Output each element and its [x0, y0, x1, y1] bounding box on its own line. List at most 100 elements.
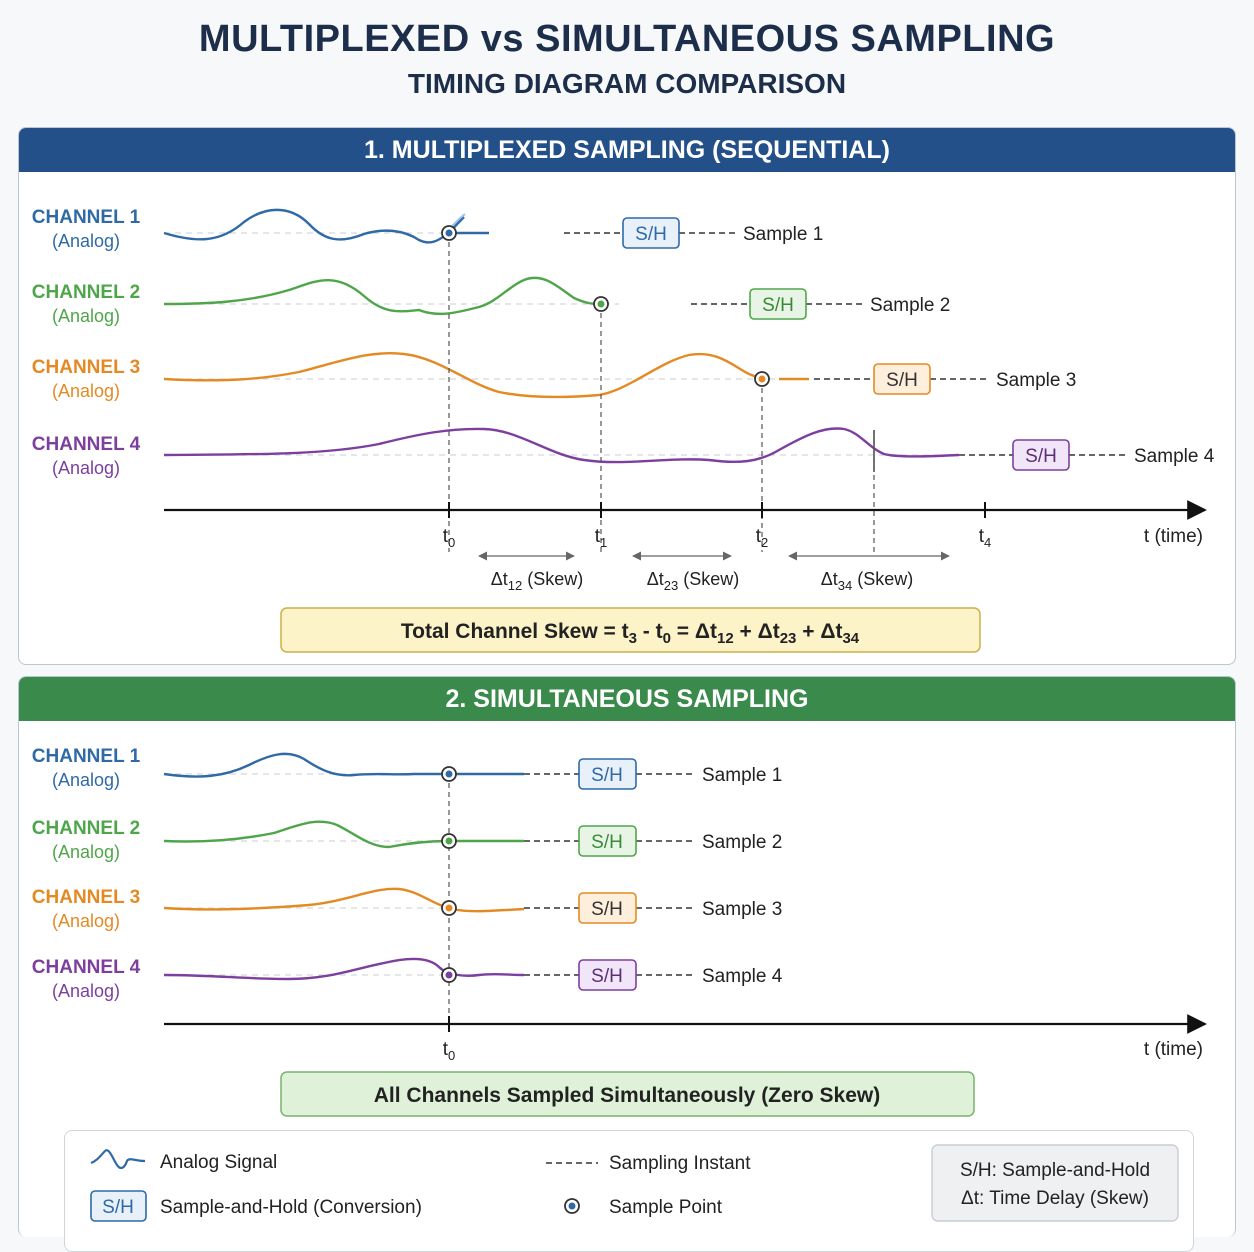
p1-channel-2-label: CHANNEL 2 (Analog): [32, 282, 140, 326]
legend-graphics: Analog Signal S/H Sample-and-Hold (Conve…: [90, 1144, 1179, 1222]
p1-sample-point-3: [754, 371, 770, 387]
p1-tick-t1: t1: [595, 526, 608, 550]
multiplexed-diagram: CHANNEL 1 (Analog) CHANNEL 2 (Analog) CH…: [32, 207, 1215, 653]
p1-sample-4-label: Sample 4: [1134, 446, 1215, 467]
p2-sample-3-label: Sample 3: [702, 899, 782, 920]
svg-text:S/H: S/H: [635, 224, 667, 245]
p2-sample-point-4: [441, 967, 457, 983]
svg-text:(Analog): (Analog): [52, 458, 120, 478]
p2-sample-2-label: Sample 2: [702, 832, 782, 853]
p2-sh-box-4: S/H: [578, 959, 637, 991]
svg-text:S/H: S/H: [591, 832, 623, 853]
legend-sample-point: Sample Point: [609, 1197, 723, 1218]
legend-note-box: [931, 1144, 1179, 1222]
p2-sample-point-1: [441, 766, 457, 782]
p2-channel-2-waveform: [163, 820, 524, 849]
p2-sh-box-3: S/H: [578, 892, 637, 924]
p2-channel-1-label: CHANNEL 1 (Analog): [32, 746, 141, 790]
svg-text:CHANNEL 3: CHANNEL 3: [32, 357, 140, 378]
p2-channel-3-label: CHANNEL 3 (Analog): [32, 887, 140, 931]
p1-tick-t2: t2: [756, 526, 769, 550]
svg-text:CHANNEL 4: CHANNEL 4: [32, 434, 141, 455]
analog-signal-icon: [90, 1149, 146, 1170]
p1-tick-t0: t0: [443, 526, 456, 550]
svg-text:S/H: S/H: [591, 899, 623, 920]
svg-text:(Analog): (Analog): [52, 770, 120, 790]
legend-sampling-instant: Sampling Instant: [609, 1153, 751, 1174]
simultaneous-panel-header: 2. SIMULTANEOUS SAMPLING: [19, 677, 1235, 721]
p1-baselines: [164, 232, 959, 456]
svg-text:S/H: S/H: [591, 765, 623, 786]
p1-skew-23: Δt23 (Skew): [647, 569, 740, 593]
p2-sample-point-3: [441, 900, 457, 916]
svg-text:(Analog): (Analog): [52, 231, 120, 251]
svg-text:(Analog): (Analog): [52, 981, 120, 1001]
svg-text:S/H: S/H: [762, 295, 794, 316]
svg-text:CHANNEL 4: CHANNEL 4: [32, 957, 141, 978]
legend-note-line2: Δt: Time Delay (Skew): [961, 1188, 1149, 1209]
p1-sample-1-label: Sample 1: [743, 224, 823, 245]
p1-sample-point-1: [441, 225, 457, 241]
p1-channel-4-label: CHANNEL 4 (Analog): [32, 434, 141, 478]
legend-sh-desc: Sample-and-Hold (Conversion): [160, 1197, 422, 1218]
p2-channel-4-waveform: [163, 957, 525, 981]
p1-axis-ticks: [448, 502, 986, 518]
p2-channel-1-waveform: [163, 752, 524, 778]
p2-sample-point-2: [441, 833, 457, 849]
p2-channel-4-label: CHANNEL 4 (Analog): [32, 957, 141, 1001]
p1-channel-3-waveform: [163, 352, 809, 399]
simultaneous-diagram: CHANNEL 1 (Analog) CHANNEL 2 (Analog) CH…: [32, 746, 1207, 1117]
svg-text:CHANNEL 3: CHANNEL 3: [32, 887, 140, 908]
p1-channel-1-label: CHANNEL 1 (Analog): [32, 207, 141, 251]
p1-sh-box-3: S/H: [873, 363, 931, 395]
p2-channel-3-waveform: [163, 887, 525, 913]
p2-banner-box: [280, 1071, 975, 1117]
multiplexed-panel-header: 1. MULTIPLEXED SAMPLING (SEQUENTIAL): [19, 128, 1235, 172]
legend-sh-box: [90, 1190, 147, 1222]
p2-sh-connectors: [524, 773, 695, 976]
p1-axis-label: t (time): [1144, 526, 1203, 547]
p2-sh-box-2: S/H: [578, 825, 637, 857]
p1-sh-box-1: S/H: [622, 217, 680, 249]
p2-baselines: [164, 773, 449, 976]
multiplexed-panel: 1. MULTIPLEXED SAMPLING (SEQUENTIAL) CHA…: [18, 127, 1236, 665]
svg-text:(Analog): (Analog): [52, 842, 120, 862]
p2-sample-1-label: Sample 1: [702, 765, 782, 786]
p1-channel-1-waveform: [163, 208, 489, 244]
legend-sh-box-label: S/H: [102, 1197, 134, 1218]
p2-channel-2-label: CHANNEL 2 (Analog): [32, 818, 140, 862]
sample-point-icon: [564, 1198, 580, 1214]
svg-text:(Analog): (Analog): [52, 911, 120, 931]
p2-sh-box-1: S/H: [578, 758, 637, 790]
p1-sampling-lines: [448, 233, 875, 552]
svg-text:CHANNEL 2: CHANNEL 2: [32, 818, 140, 839]
p2-tick-t0: t0: [443, 1039, 456, 1063]
svg-text:S/H: S/H: [886, 370, 918, 391]
legend-analog-signal: Analog Signal: [160, 1152, 277, 1173]
legend: Analog Signal S/H Sample-and-Hold (Conve…: [64, 1130, 1194, 1252]
p2-banner-text: All Channels Sampled Simultaneously (Zer…: [374, 1084, 880, 1107]
p1-sh-connectors: [564, 232, 1127, 456]
svg-text:CHANNEL 2: CHANNEL 2: [32, 282, 140, 303]
p1-sh-box-4: S/H: [1012, 439, 1070, 471]
p1-tick-t4: t4: [979, 526, 992, 550]
p1-sample-3-label: Sample 3: [996, 370, 1076, 391]
p1-channel-4-waveform: [163, 427, 960, 464]
svg-text:S/H: S/H: [591, 966, 623, 987]
svg-text:S/H: S/H: [1025, 446, 1057, 467]
page-subtitle: TIMING DIAGRAM COMPARISON: [407, 68, 847, 99]
svg-text:CHANNEL 1: CHANNEL 1: [32, 746, 141, 767]
p1-skew-34: Δt34 (Skew): [821, 569, 914, 593]
p1-formula-box: [280, 607, 981, 653]
svg-text:CHANNEL 1: CHANNEL 1: [32, 207, 141, 228]
p2-sample-4-label: Sample 4: [702, 966, 783, 987]
p1-skew-12: Δt12 (Skew): [491, 569, 584, 593]
p1-sample-2-label: Sample 2: [870, 295, 950, 316]
legend-note-line1: S/H: Sample-and-Hold: [960, 1160, 1150, 1181]
p1-sh-box-2: S/H: [749, 288, 807, 320]
svg-text:(Analog): (Analog): [52, 306, 120, 326]
page-title: MULTIPLEXED vs SIMULTANEOUS SAMPLING: [198, 18, 1056, 60]
p1-channel-2-waveform: [163, 276, 602, 316]
p1-channel-3-label: CHANNEL 3 (Analog): [32, 357, 140, 401]
p1-sample-point-2: [593, 296, 609, 312]
